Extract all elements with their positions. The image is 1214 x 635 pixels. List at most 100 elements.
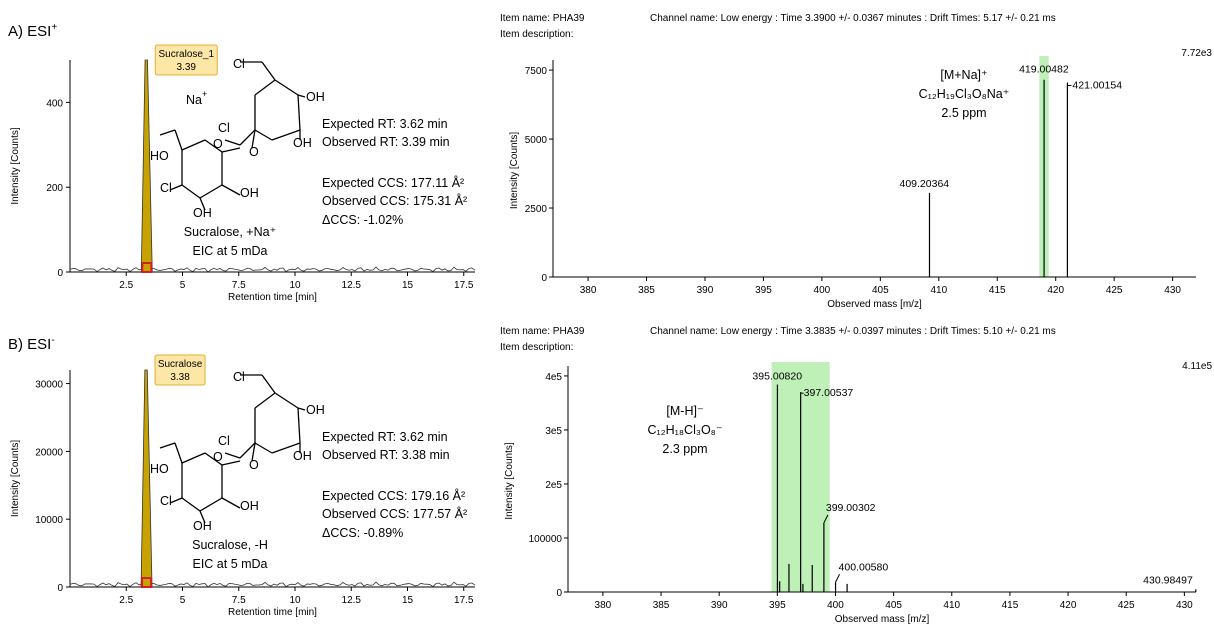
metric-line: Expected RT: 3.62 min — [322, 117, 448, 131]
spectrum-y-axis-label: Intensity [Counts] — [509, 132, 520, 209]
structure-bond — [204, 139, 223, 153]
spectrum-x-tick-label: 395 — [769, 600, 786, 611]
chrom-y-tick-label: 20000 — [35, 447, 63, 458]
chrom-x-tick-label: 12.5 — [342, 280, 362, 291]
spectrum-x-tick-label: 400 — [814, 285, 831, 296]
chrom-peak-marker — [141, 577, 153, 588]
spectrum-x-tick-label: 415 — [989, 285, 1006, 296]
metric-line: ΔCCS: -0.89% — [322, 526, 403, 540]
structure-bond — [251, 442, 256, 462]
structure-bond — [204, 452, 223, 466]
structure-bond — [254, 129, 273, 141]
spectrum-x-tick-label: 385 — [638, 285, 655, 296]
chrom-peak-callout-name: Sucralose_1 — [158, 49, 214, 60]
spectrum-channel-info: Channel name: Low energy : Time 3.3900 +… — [650, 13, 1056, 24]
metric-line: Expected RT: 3.62 min — [322, 430, 448, 444]
panel-label-sup: - — [51, 335, 54, 346]
chrom-peak — [140, 59, 153, 273]
chrom-y-axis-label: Intensity [Counts] — [10, 127, 21, 204]
chrom-x-tick-label: 17.5 — [454, 280, 474, 291]
spectrum-item-description: Item description: — [500, 29, 573, 40]
spectrum-x-tick-label: 405 — [872, 285, 889, 296]
spectrum-formula-label: C₁₂H₁₉Cl₃O₈Na⁺ — [919, 87, 1010, 101]
structure-atom-label: OH — [193, 206, 212, 220]
structure-atom-label: OH — [240, 499, 259, 513]
structure-bond — [221, 184, 241, 196]
structure-atom-label: OH — [293, 136, 312, 150]
sucralose-structure: Cl OH Cl OH O HO O Cl OH OH Na+ Sucralose, +Na⁺ EIC … — [150, 57, 325, 258]
structure-bond — [224, 139, 241, 146]
spectrum-x-axis-label: Observed mass [m/z] — [835, 614, 930, 625]
structure-atom-label: HO — [150, 462, 169, 476]
structure-atom-label: O — [249, 458, 259, 472]
structure-atom-label: O — [213, 137, 223, 151]
spectrum-x-tick-label: 425 — [1106, 285, 1123, 296]
structure-bond — [159, 442, 176, 449]
structure-bond — [174, 442, 183, 464]
structure-bond — [271, 442, 301, 454]
metric-line: Observed CCS: 175.31 Å² — [322, 193, 467, 208]
metric-line: Observed CCS: 177.57 Å² — [322, 506, 467, 521]
spectrum-y-tick-label: 2500 — [525, 204, 548, 215]
spectrum-peak-label: 395.00820 — [752, 371, 802, 383]
structure-bond — [254, 442, 273, 454]
spectrum-peak-label: 419.00482 — [1019, 64, 1069, 76]
spectrum-y-tick-label: 4e5 — [545, 372, 562, 383]
structure-bond — [297, 407, 306, 411]
spectrum-max-intensity: 4.11e5 — [1182, 361, 1212, 372]
structure-bond — [221, 460, 241, 466]
chrom-y-tick-label: 30000 — [35, 380, 63, 391]
chrom-x-tick-label: 2.5 — [119, 595, 133, 606]
structure-bond — [159, 129, 176, 136]
structure-atom-label: O — [249, 145, 259, 159]
chrom-peak — [140, 369, 153, 588]
structure-bond — [239, 442, 256, 459]
chrom-x-axis-label: Retention time [min] — [228, 607, 317, 618]
structure-bond — [261, 61, 276, 81]
chrom-y-axis-label: Intensity [Counts] — [10, 440, 21, 517]
chrom-baseline-trace — [69, 266, 476, 273]
spectrum-x-tick-label: 410 — [943, 600, 960, 611]
structure-bond — [181, 497, 201, 512]
structure-atom-label: Cl — [160, 494, 172, 508]
chrom-x-tick-label: 10 — [289, 595, 301, 606]
structure-atom-label: OH — [193, 519, 212, 533]
spectrum-peak-label: 397.00537 — [804, 387, 854, 399]
structure-atom-label: Cl — [218, 121, 230, 135]
panel-label: A) ESI+ — [8, 22, 57, 40]
compound-name: Sucralose, +Na⁺ — [184, 225, 276, 239]
spectrum-x-tick-label: 390 — [711, 600, 728, 611]
spectrum-peak-label: 399.00302 — [826, 502, 876, 514]
spectrum-peak-label: 421.00154 — [1072, 79, 1122, 91]
ion-label-charge: + — [202, 89, 207, 99]
spectrum-peak-label: 400.00580 — [839, 561, 889, 573]
spectrum-x-tick-label: 420 — [1047, 285, 1064, 296]
structure-bond — [274, 79, 299, 96]
structure-atom-label: Cl — [233, 370, 245, 384]
spectrum-item-name: Item name: PHA39 — [500, 326, 585, 337]
panel-label: B) ESI- — [8, 335, 55, 353]
spectrum-x-tick-label: 385 — [653, 600, 670, 611]
structure-bond — [199, 197, 206, 211]
spectrum-y-tick-label: 0 — [541, 273, 547, 284]
chrom-x-tick-label: 7.5 — [232, 595, 246, 606]
spectrum-item-name: Item name: PHA39 — [500, 13, 585, 24]
spectrum-item-description: Item description: — [500, 342, 573, 353]
spectrum-channel-info: Channel name: Low energy : Time 3.3835 +… — [650, 326, 1056, 337]
spectrum-max-intensity: 7.72e3 — [1181, 48, 1212, 59]
chrom-peak-callout — [154, 44, 218, 76]
structure-bond — [297, 407, 301, 444]
chrom-x-tick-label: 15 — [402, 280, 414, 291]
spectrum-y-tick-label: 5000 — [525, 135, 548, 146]
spectrum-x-tick-label: 415 — [1002, 600, 1019, 611]
chrom-baseline-trace — [69, 581, 476, 588]
structure-bond — [271, 129, 301, 141]
structure-bond — [297, 94, 301, 131]
eic-window: EIC at 5 mDa — [192, 244, 267, 258]
spectrum-label-leader — [823, 514, 829, 524]
structure-bond — [254, 79, 276, 96]
structure-bond — [181, 452, 206, 464]
structure-bond — [274, 392, 299, 409]
structure-bond — [261, 374, 276, 394]
sucralose-structure: Cl OH Cl OH O HO O Cl OH OH Sucralose, -H EIC at 5 … — [150, 370, 325, 571]
